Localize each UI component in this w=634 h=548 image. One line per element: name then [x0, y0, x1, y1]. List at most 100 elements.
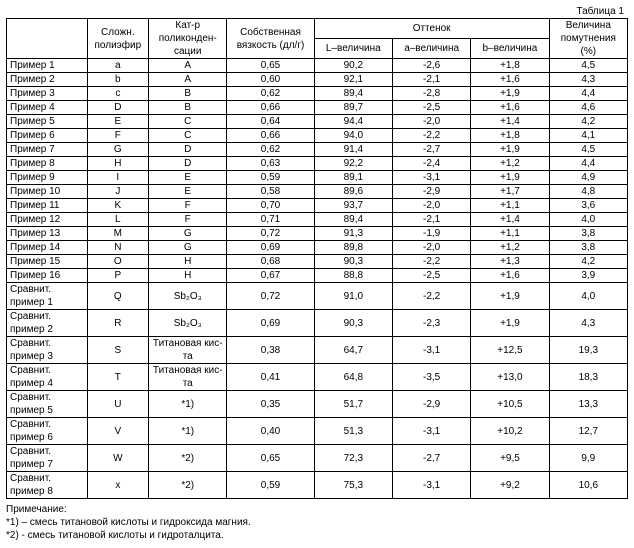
cell-cat: F — [149, 199, 227, 213]
table-row: Сравнит. пример 7W*2)0,6572,3-2,7+9,59,9 — [7, 445, 628, 472]
cell-a: -3,1 — [392, 472, 470, 499]
table-row: Пример 10JE0,5889,6-2,9+1,74,8 — [7, 185, 628, 199]
cell-poly: S — [87, 337, 149, 364]
cell-iv: 0,62 — [227, 143, 314, 157]
row-name: Пример 2 — [7, 73, 88, 87]
footnotes: Примечание: *1) – смесь титановой кислот… — [6, 503, 628, 542]
cell-L: 91,3 — [314, 227, 392, 241]
cell-b: +1,9 — [471, 310, 549, 337]
table-header: Сложн. полиэфир Кат-р поликонден- сации … — [7, 19, 628, 59]
cell-b: +1,8 — [471, 129, 549, 143]
row-name: Пример 1 — [7, 59, 88, 73]
cell-poly: b — [87, 73, 149, 87]
cell-b: +1,3 — [471, 255, 549, 269]
cell-iv: 0,72 — [227, 227, 314, 241]
row-name: Сравнит. пример 1 — [7, 283, 88, 310]
col-catalyst: Кат-р поликонден- сации — [149, 19, 227, 59]
row-name: Пример 6 — [7, 129, 88, 143]
cell-b: +1,2 — [471, 241, 549, 255]
cell-L: 92,2 — [314, 157, 392, 171]
row-name: Пример 5 — [7, 115, 88, 129]
cell-cat: Титановая кис-та — [149, 337, 227, 364]
table-row: Сравнит. пример 2RSb₂O₃0,6990,3-2,3+1,94… — [7, 310, 628, 337]
cell-haze: 4,6 — [549, 101, 627, 115]
row-name: Пример 14 — [7, 241, 88, 255]
cell-poly: T — [87, 364, 149, 391]
table-row: Пример 13MG0,7291,3-1,9+1,13,8 — [7, 227, 628, 241]
cell-cat: Sb₂O₃ — [149, 310, 227, 337]
cell-haze: 4,9 — [549, 171, 627, 185]
table-row: Сравнит. пример 5U*1)0,3551,7-2,9+10,513… — [7, 391, 628, 418]
cell-cat: C — [149, 129, 227, 143]
cell-b: +10,2 — [471, 418, 549, 445]
cell-poly: K — [87, 199, 149, 213]
cell-a: -2,7 — [392, 143, 470, 157]
cell-iv: 0,59 — [227, 171, 314, 185]
row-name: Сравнит. пример 4 — [7, 364, 88, 391]
cell-poly: M — [87, 227, 149, 241]
cell-iv: 0,66 — [227, 129, 314, 143]
cell-a: -2,3 — [392, 310, 470, 337]
cell-iv: 0,67 — [227, 269, 314, 283]
cell-a: -1,9 — [392, 227, 470, 241]
cell-a: -2,4 — [392, 157, 470, 171]
col-shade-group: Оттенок — [314, 19, 549, 39]
cell-b: +10,5 — [471, 391, 549, 418]
cell-L: 88,8 — [314, 269, 392, 283]
table-row: Пример 5EC0,6494,4-2,0+1,44,2 — [7, 115, 628, 129]
cell-cat: D — [149, 157, 227, 171]
cell-L: 94,0 — [314, 129, 392, 143]
footnote-1: *1) – смесь титановой кислоты и гидрокси… — [6, 516, 628, 529]
cell-haze: 3,6 — [549, 199, 627, 213]
cell-L: 89,8 — [314, 241, 392, 255]
cell-b: +1,4 — [471, 213, 549, 227]
cell-L: 93,7 — [314, 199, 392, 213]
cell-haze: 13,3 — [549, 391, 627, 418]
cell-cat: A — [149, 59, 227, 73]
table-row: Пример 8HD0,6392,2-2,4+1,24,4 — [7, 157, 628, 171]
cell-a: -2,9 — [392, 391, 470, 418]
row-name: Сравнит. пример 8 — [7, 472, 88, 499]
cell-cat: B — [149, 101, 227, 115]
footnote-2: *2) - смесь титановой кислоты и гидротал… — [6, 529, 628, 542]
cell-haze: 9,9 — [549, 445, 627, 472]
cell-cat: F — [149, 213, 227, 227]
cell-poly: J — [87, 185, 149, 199]
row-name: Сравнит. пример 5 — [7, 391, 88, 418]
cell-b: +13,0 — [471, 364, 549, 391]
cell-L: 90,3 — [314, 255, 392, 269]
cell-poly: W — [87, 445, 149, 472]
cell-iv: 0,68 — [227, 255, 314, 269]
table-row: Пример 1aA0,6590,2-2,6+1,84,5 — [7, 59, 628, 73]
cell-L: 51,3 — [314, 418, 392, 445]
cell-cat: E — [149, 185, 227, 199]
cell-a: -2,1 — [392, 73, 470, 87]
cell-poly: x — [87, 472, 149, 499]
cell-b: +1,9 — [471, 171, 549, 185]
cell-cat: *2) — [149, 445, 227, 472]
table-row: Пример 9IE0,5989,1-3,1+1,94,9 — [7, 171, 628, 185]
cell-b: +1,6 — [471, 73, 549, 87]
cell-poly: V — [87, 418, 149, 445]
cell-haze: 3,9 — [549, 269, 627, 283]
cell-iv: 0,59 — [227, 472, 314, 499]
cell-cat: *1) — [149, 418, 227, 445]
cell-poly: c — [87, 87, 149, 101]
cell-a: -2,8 — [392, 87, 470, 101]
cell-iv: 0,41 — [227, 364, 314, 391]
cell-L: 90,2 — [314, 59, 392, 73]
row-name: Сравнит. пример 7 — [7, 445, 88, 472]
cell-haze: 4,5 — [549, 143, 627, 157]
cell-haze: 4,8 — [549, 185, 627, 199]
cell-b: +1,6 — [471, 269, 549, 283]
cell-b: +12,5 — [471, 337, 549, 364]
cell-a: -2,2 — [392, 129, 470, 143]
cell-iv: 0,69 — [227, 241, 314, 255]
cell-L: 91,0 — [314, 283, 392, 310]
cell-b: +1,8 — [471, 59, 549, 73]
cell-L: 72,3 — [314, 445, 392, 472]
cell-cat: *1) — [149, 391, 227, 418]
cell-haze: 4,1 — [549, 129, 627, 143]
cell-a: -3,1 — [392, 337, 470, 364]
cell-poly: D — [87, 101, 149, 115]
